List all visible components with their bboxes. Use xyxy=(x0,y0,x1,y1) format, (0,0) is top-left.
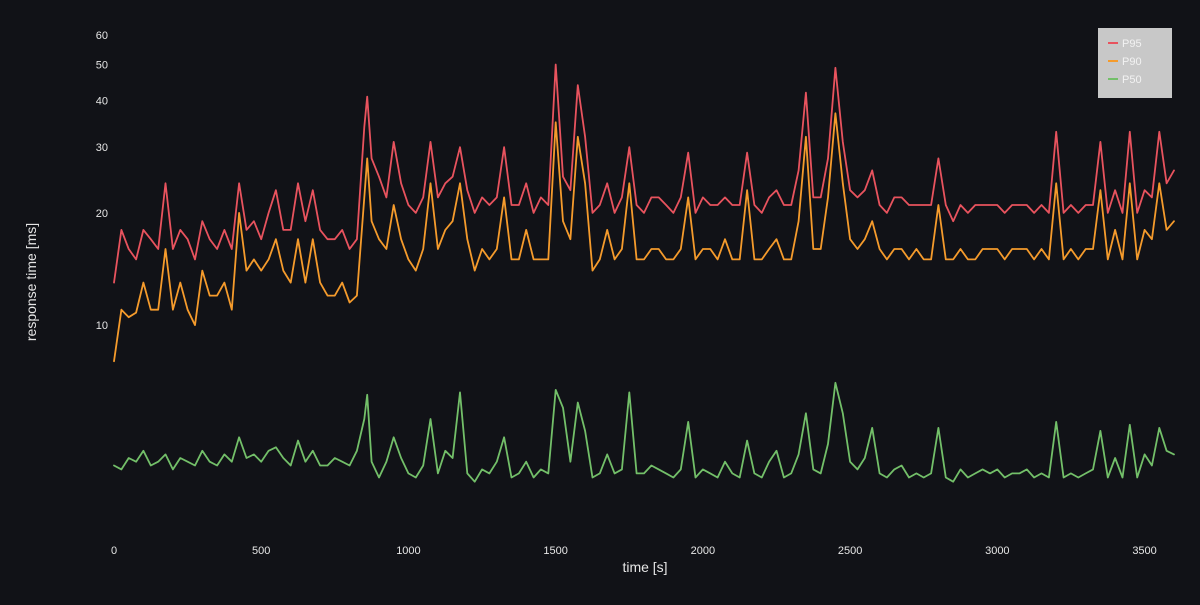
x-tick-label: 1000 xyxy=(396,545,420,557)
legend-label: P95 xyxy=(1122,38,1142,50)
legend-items: P95 P90 P50 xyxy=(1108,38,1142,86)
legend-item-p50[interactable]: P50 xyxy=(1108,74,1142,86)
x-tick-label: 2500 xyxy=(838,545,862,557)
x-tick-label: 3000 xyxy=(985,545,1009,557)
x-tick-label: 3500 xyxy=(1132,545,1156,557)
x-tick-label: 2000 xyxy=(691,545,715,557)
legend-item-p90[interactable]: P90 xyxy=(1108,56,1142,68)
y-tick-label: 10 xyxy=(96,320,108,332)
legend-label: P90 xyxy=(1122,56,1142,68)
y-axis-title: response time [ms] xyxy=(23,223,39,341)
y-tick-label: 20 xyxy=(96,208,108,220)
y-tick-label: 60 xyxy=(96,30,108,42)
x-tick-label: 1500 xyxy=(543,545,567,557)
series-line-p95 xyxy=(113,63,1175,284)
series-layer xyxy=(113,63,1175,483)
series-line-p50 xyxy=(113,381,1175,483)
x-tick-label: 0 xyxy=(111,545,117,557)
series-line-p90 xyxy=(113,112,1175,363)
x-axis-ticks: 0 500 1000 1500 2000 2500 3000 3500 xyxy=(111,545,1157,557)
y-tick-label: 40 xyxy=(96,96,108,108)
legend: P95 P90 P50 xyxy=(1098,28,1172,98)
y-tick-label: 50 xyxy=(96,60,108,72)
x-axis-title: time [s] xyxy=(622,559,667,575)
legend-box xyxy=(1098,28,1172,98)
legend-item-p95[interactable]: P95 xyxy=(1108,38,1142,50)
legend-label: P50 xyxy=(1122,74,1142,86)
x-tick-label: 500 xyxy=(252,545,270,557)
y-axis-ticks: 10 20 30 40 50 60 xyxy=(96,30,108,332)
y-tick-label: 30 xyxy=(96,142,108,154)
